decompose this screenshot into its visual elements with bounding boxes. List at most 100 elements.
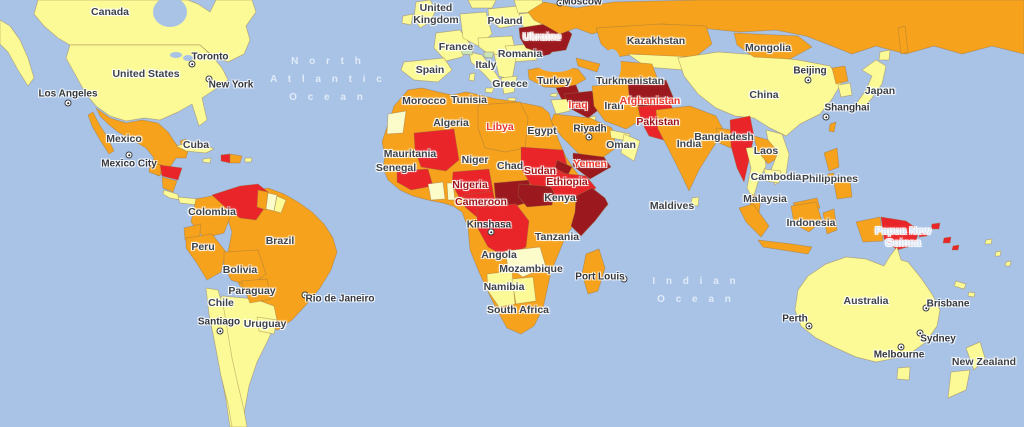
city-marker-kinshasa[interactable] xyxy=(487,228,495,236)
city-marker-brisbane[interactable] xyxy=(922,304,930,312)
country-iraq[interactable] xyxy=(563,90,602,119)
country-western-sahara[interactable] xyxy=(386,110,407,135)
country-png-island[interactable] xyxy=(930,222,941,230)
country-guyana[interactable] xyxy=(256,189,269,211)
country-new-zealand-south[interactable] xyxy=(947,369,971,399)
country-canada[interactable] xyxy=(33,0,257,63)
country-alaska[interactable] xyxy=(0,19,35,87)
country-south-sudan[interactable] xyxy=(517,183,557,208)
country-pacific-island[interactable] xyxy=(967,291,976,298)
country-slovenia[interactable] xyxy=(483,51,495,59)
city-marker-perth[interactable] xyxy=(805,322,813,330)
city-marker-moscow[interactable] xyxy=(556,0,564,7)
country-sicily[interactable] xyxy=(484,87,495,94)
country-mexico[interactable] xyxy=(95,107,190,177)
country-caucasus[interactable] xyxy=(575,57,601,73)
country-dominican-republic[interactable] xyxy=(229,153,243,164)
country-namibia[interactable] xyxy=(486,270,516,308)
country-ireland[interactable] xyxy=(401,13,414,26)
country-madagascar[interactable] xyxy=(581,248,606,295)
country-greece[interactable] xyxy=(500,75,518,95)
country-guinea[interactable] xyxy=(396,168,434,191)
country-somalia[interactable] xyxy=(570,187,609,237)
country-pacific-island[interactable] xyxy=(994,250,1002,257)
country-papua-new-guinea[interactable] xyxy=(880,216,920,251)
country-peru[interactable] xyxy=(185,233,227,281)
country-pacific-island[interactable] xyxy=(984,238,993,245)
country-south-korea[interactable] xyxy=(837,82,853,98)
country-taiwan[interactable] xyxy=(828,121,837,133)
city-marker-los-angeles[interactable] xyxy=(64,99,72,107)
country-crete[interactable] xyxy=(507,97,517,102)
country-indonesia-papua[interactable] xyxy=(855,216,884,243)
country-poland[interactable] xyxy=(487,5,523,29)
country-france[interactable] xyxy=(433,29,471,62)
country-pacific-island[interactable] xyxy=(1004,260,1012,267)
city-marker-beijing[interactable] xyxy=(804,76,812,84)
country-sardinia[interactable] xyxy=(468,72,476,82)
country-mexico-baja[interactable] xyxy=(87,111,115,155)
country-botswana[interactable] xyxy=(511,276,537,305)
country-new-caledonia[interactable] xyxy=(953,280,967,290)
country-mongolia[interactable] xyxy=(733,32,813,60)
country-sakhalin[interactable] xyxy=(897,25,909,55)
country-cyprus[interactable] xyxy=(549,92,559,98)
country-philippines-luzon[interactable] xyxy=(823,147,840,172)
country-scandinavia[interactable] xyxy=(467,0,497,9)
city-marker-rio-de-janeiro[interactable] xyxy=(301,291,309,299)
country-honduras[interactable] xyxy=(159,164,183,181)
country-chile[interactable] xyxy=(205,287,248,427)
country-united-kingdom[interactable] xyxy=(413,0,437,29)
country-australia[interactable] xyxy=(794,246,941,363)
country-cote-divoire[interactable] xyxy=(427,181,446,201)
city-marker-riyadh[interactable] xyxy=(585,133,593,141)
country-indonesia-kalimantan[interactable] xyxy=(790,201,823,233)
city-marker-sydney[interactable] xyxy=(916,329,924,337)
country-philippines-visayas[interactable] xyxy=(826,172,835,180)
city-marker-santiago[interactable] xyxy=(216,327,224,335)
country-solomon-island[interactable] xyxy=(951,244,960,251)
country-png-island[interactable] xyxy=(918,229,929,238)
country-new-zealand-north[interactable] xyxy=(965,341,986,371)
country-japan-hokkaido[interactable] xyxy=(878,49,891,61)
country-french-guiana[interactable] xyxy=(273,195,287,214)
city-marker-mexico-city[interactable] xyxy=(125,151,133,159)
country-indonesia-sumatra[interactable] xyxy=(738,203,770,238)
country-costa-rica[interactable] xyxy=(162,189,182,201)
country-indonesia-sulawesi[interactable] xyxy=(822,208,838,235)
country-spain[interactable] xyxy=(400,57,453,83)
country-switzerland[interactable] xyxy=(460,45,475,56)
country-zambia[interactable] xyxy=(504,246,547,278)
country-tasmania[interactable] xyxy=(896,366,911,381)
country-yemen[interactable] xyxy=(572,152,612,180)
country-myanmar[interactable] xyxy=(729,115,755,183)
city-marker-shanghai[interactable] xyxy=(822,113,830,121)
city-marker-melbourne[interactable] xyxy=(897,343,905,351)
country-japan[interactable] xyxy=(855,59,887,111)
country-indonesia-java[interactable] xyxy=(757,239,813,255)
country-india[interactable] xyxy=(655,105,725,192)
country-north-korea[interactable] xyxy=(831,65,849,85)
city-marker-toronto[interactable] xyxy=(188,60,196,68)
country-nicaragua[interactable] xyxy=(161,176,178,193)
country-oman[interactable] xyxy=(620,133,641,162)
country-mali[interactable] xyxy=(413,128,460,172)
country-jamaica[interactable] xyxy=(202,157,212,164)
country-puerto-rico[interactable] xyxy=(244,157,253,163)
country-haiti[interactable] xyxy=(220,153,231,164)
country-guatemala[interactable] xyxy=(148,162,163,177)
country-sri-lanka[interactable] xyxy=(690,196,700,207)
country-united-states[interactable] xyxy=(65,44,229,127)
country-italy[interactable] xyxy=(468,51,502,87)
country-bangladesh[interactable] xyxy=(715,127,735,149)
city-marker-new-york[interactable] xyxy=(205,75,213,83)
country-solomon-island[interactable] xyxy=(942,236,952,244)
country-cambodia[interactable] xyxy=(763,168,782,184)
country-libya[interactable] xyxy=(477,101,529,153)
country-jordan[interactable] xyxy=(550,98,571,115)
country-togo-benin[interactable] xyxy=(446,182,456,201)
country-philippines-mindanao[interactable] xyxy=(833,179,853,200)
country-cuba[interactable] xyxy=(175,140,215,154)
city-marker-port-louis[interactable] xyxy=(620,275,628,283)
country-paraguay[interactable] xyxy=(240,278,272,304)
